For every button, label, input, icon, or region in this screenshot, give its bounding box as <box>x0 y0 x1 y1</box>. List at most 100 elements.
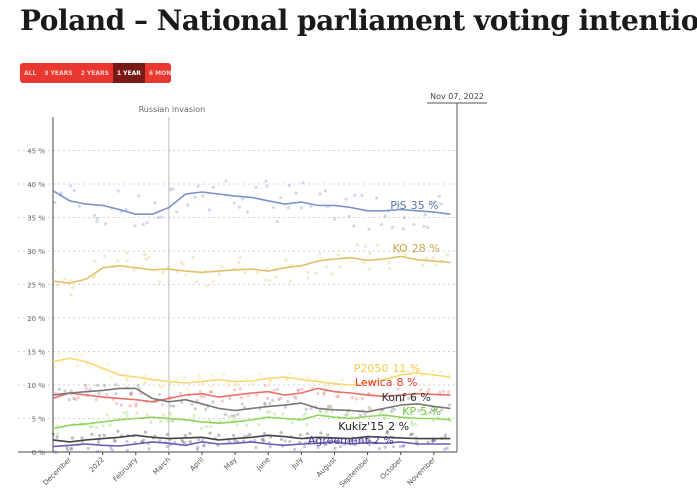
poll-dot <box>265 396 270 401</box>
range-3-years-button[interactable]: 3 YEARS <box>44 69 73 77</box>
poll-dot <box>412 222 416 227</box>
poll-dot <box>69 292 73 297</box>
poll-dot <box>378 412 382 416</box>
poll-dot <box>349 423 353 427</box>
poll-dot <box>413 422 417 427</box>
poll-dot <box>265 184 269 188</box>
poll-dot <box>367 406 371 410</box>
poll-dot <box>385 429 390 434</box>
poll-dot <box>411 377 415 381</box>
poll-dot <box>94 398 99 402</box>
poll-dot <box>288 439 292 443</box>
poll-dot <box>305 432 310 436</box>
poll-dot <box>208 425 213 429</box>
poll-dot <box>383 445 387 449</box>
poll-dot <box>172 404 176 408</box>
poll-dot <box>362 379 366 383</box>
series-end-label: KO 28 % <box>392 242 439 255</box>
poll-dot <box>139 392 143 396</box>
poll-dot <box>166 265 171 270</box>
poll-dot <box>398 444 402 449</box>
range-1-year-button[interactable]: 1 YEAR <box>112 63 145 83</box>
poll-dot <box>165 432 169 437</box>
x-tick-label: November <box>406 456 437 487</box>
poll-dot <box>63 277 67 281</box>
poll-dot <box>263 401 267 405</box>
annotation-label: Russian invasion <box>139 105 206 114</box>
poll-dot <box>391 445 396 449</box>
series-end-label: KP 5 % <box>402 405 441 418</box>
poll-dot <box>110 448 114 452</box>
poll-dot <box>97 434 102 438</box>
poll-dot <box>237 261 241 265</box>
y-tick-label: 10 % <box>27 382 45 390</box>
poll-dot <box>431 369 435 373</box>
poll-dot <box>168 188 172 192</box>
poll-dot <box>428 410 432 414</box>
poll-dot <box>57 387 62 391</box>
poll-dot <box>101 424 105 428</box>
poll-dot <box>425 225 430 230</box>
poll-dot <box>65 446 69 450</box>
poll-dot <box>158 385 162 389</box>
poll-dot <box>437 194 442 198</box>
series-value: 28 % <box>412 242 440 255</box>
poll-dot <box>125 376 129 381</box>
poll-dot <box>90 432 94 436</box>
series-name: Agreement <box>308 434 370 447</box>
poll-dot <box>275 387 280 391</box>
poll-dot <box>254 185 258 190</box>
poll-dot <box>158 280 162 284</box>
poll-dot <box>80 440 84 444</box>
poll-dot <box>268 445 272 449</box>
poll-dot <box>159 419 163 424</box>
poll-dot <box>171 187 175 191</box>
poll-dot <box>279 196 283 200</box>
poll-dot <box>400 398 404 402</box>
poll-dot <box>224 179 228 183</box>
poll-dot <box>329 384 333 389</box>
x-tick-label: September <box>338 456 371 489</box>
poll-dot <box>268 378 272 382</box>
poll-dot <box>158 439 162 443</box>
poll-dot <box>204 425 208 429</box>
x-tick-label: December <box>42 456 73 487</box>
poll-dot <box>447 372 451 376</box>
poll-dot <box>360 397 365 401</box>
y-tick-label: 15 % <box>27 349 45 357</box>
poll-dot <box>201 438 205 442</box>
poll-dot <box>411 396 415 400</box>
poll-dot <box>202 444 206 448</box>
poll-dot <box>56 432 60 436</box>
x-tick-label: 2022 <box>88 456 106 474</box>
poll-dot <box>103 383 107 388</box>
poll-dot <box>306 270 310 274</box>
poll-dot <box>128 404 132 408</box>
poll-dot <box>447 403 452 407</box>
poll-dot <box>431 418 436 422</box>
poll-dot <box>210 384 214 388</box>
poll-dot <box>257 422 261 427</box>
range-2-years-button[interactable]: 2 YEARS <box>80 69 109 77</box>
poll-dot <box>52 450 56 454</box>
poll-dot <box>119 403 124 407</box>
poll-dot <box>143 252 147 257</box>
range-6-months-button[interactable]: 6 MONTHS <box>148 69 171 77</box>
poll-dot <box>375 243 379 247</box>
series-end-label: Konf 6 % <box>382 391 431 404</box>
poll-dot <box>261 437 265 441</box>
poll-dot <box>199 426 204 430</box>
poll-dot <box>220 264 224 268</box>
poll-dot <box>96 440 101 444</box>
poll-dot <box>135 411 139 415</box>
poll-dot <box>268 401 272 405</box>
x-tick-label: August <box>315 456 338 479</box>
poll-dot <box>53 200 57 205</box>
poll-dot <box>122 411 126 415</box>
poll-dot <box>116 259 120 263</box>
range-all-button[interactable]: ALL <box>24 69 37 77</box>
poll-dot <box>170 419 175 423</box>
poll-dot <box>208 431 212 435</box>
poll-dot <box>399 369 403 373</box>
poll-dot <box>160 403 165 407</box>
